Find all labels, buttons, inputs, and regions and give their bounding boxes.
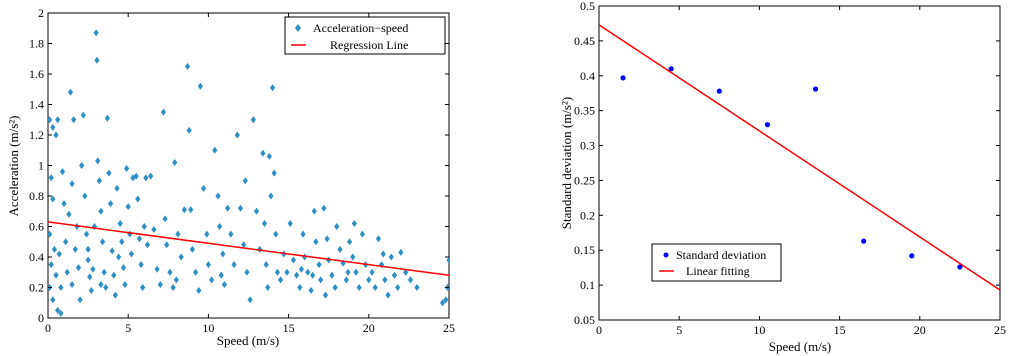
left-legend-label-scatter: Acceleration−speed	[313, 21, 408, 35]
y-tick-label: 0	[38, 311, 44, 325]
y-tick-label: 0.5	[580, 0, 595, 13]
y-tick-label: 0.05	[574, 313, 595, 327]
left-y-axis-label: Acceleration (m/s²)	[6, 116, 21, 217]
x-tick-label: 10	[753, 323, 765, 337]
y-tick-label: 0.35	[574, 104, 595, 118]
y-tick-label: 2	[38, 6, 44, 20]
right-y-axis-label: Standard deviation (m/s²)	[559, 97, 574, 229]
y-tick-label: 0.3	[580, 139, 595, 153]
y-tick-label: 0.2	[580, 208, 595, 222]
chart-right: 0 5 10 15 20 25 0.05 0.1 0.15 0.2 0.25 0.3 0.35 0.4 0…	[559, 0, 1006, 354]
right-legend: Standard deviation Linear fitting	[652, 244, 781, 281]
x-tick-label: 25	[443, 321, 455, 335]
right-x-axis-label: Speed (m/s)	[769, 339, 831, 354]
x-tick-label: 0	[596, 323, 602, 337]
chart-left: 0 5 10 15 20 25 0 0.2 0.4 0.6 0.8 1 1.2 1.4 1.6 1.8 2 S…	[6, 6, 455, 348]
x-tick-label: 20	[363, 321, 375, 335]
left-legend: Acceleration−speed Regression Line	[285, 17, 445, 54]
x-tick-label: 25	[994, 323, 1006, 337]
scatter-point	[909, 253, 914, 258]
right-legend-marker-dot	[664, 253, 669, 258]
y-tick-label: 0.1	[580, 278, 595, 292]
x-tick-label: 15	[283, 321, 295, 335]
scatter-point	[620, 75, 625, 80]
y-tick-label: 1.4	[29, 98, 44, 112]
x-tick-label: 5	[676, 323, 682, 337]
y-tick-label: 0.4	[29, 250, 44, 264]
y-tick-label: 0.2	[29, 281, 44, 295]
y-tick-label: 1.2	[29, 128, 44, 142]
scatter-point	[861, 239, 866, 244]
right-legend-label-scatter: Standard deviation	[676, 248, 766, 262]
y-tick-label: 0.45	[574, 34, 595, 48]
y-tick-label: 0.25	[574, 173, 595, 187]
y-tick-label: 1	[38, 159, 44, 173]
left-x-axis-label: Speed (m/s)	[217, 333, 279, 348]
right-legend-label-line: Linear fitting	[686, 264, 750, 278]
scatter-point	[813, 86, 818, 91]
x-tick-label: 5	[125, 321, 131, 335]
left-legend-label-line: Regression Line	[330, 38, 408, 52]
x-tick-label: 0	[45, 321, 51, 335]
y-tick-label: 1.6	[29, 67, 44, 81]
y-tick-label: 0.15	[574, 243, 595, 257]
y-tick-label: 1.8	[29, 37, 44, 51]
x-tick-label: 15	[834, 323, 846, 337]
scatter-point	[765, 122, 770, 127]
y-tick-label: 0.6	[29, 220, 44, 234]
y-tick-label: 0.4	[580, 69, 595, 83]
x-tick-label: 10	[202, 321, 214, 335]
y-tick-label: 0.8	[29, 189, 44, 203]
scatter-point	[717, 89, 722, 94]
x-tick-label: 20	[914, 323, 926, 337]
